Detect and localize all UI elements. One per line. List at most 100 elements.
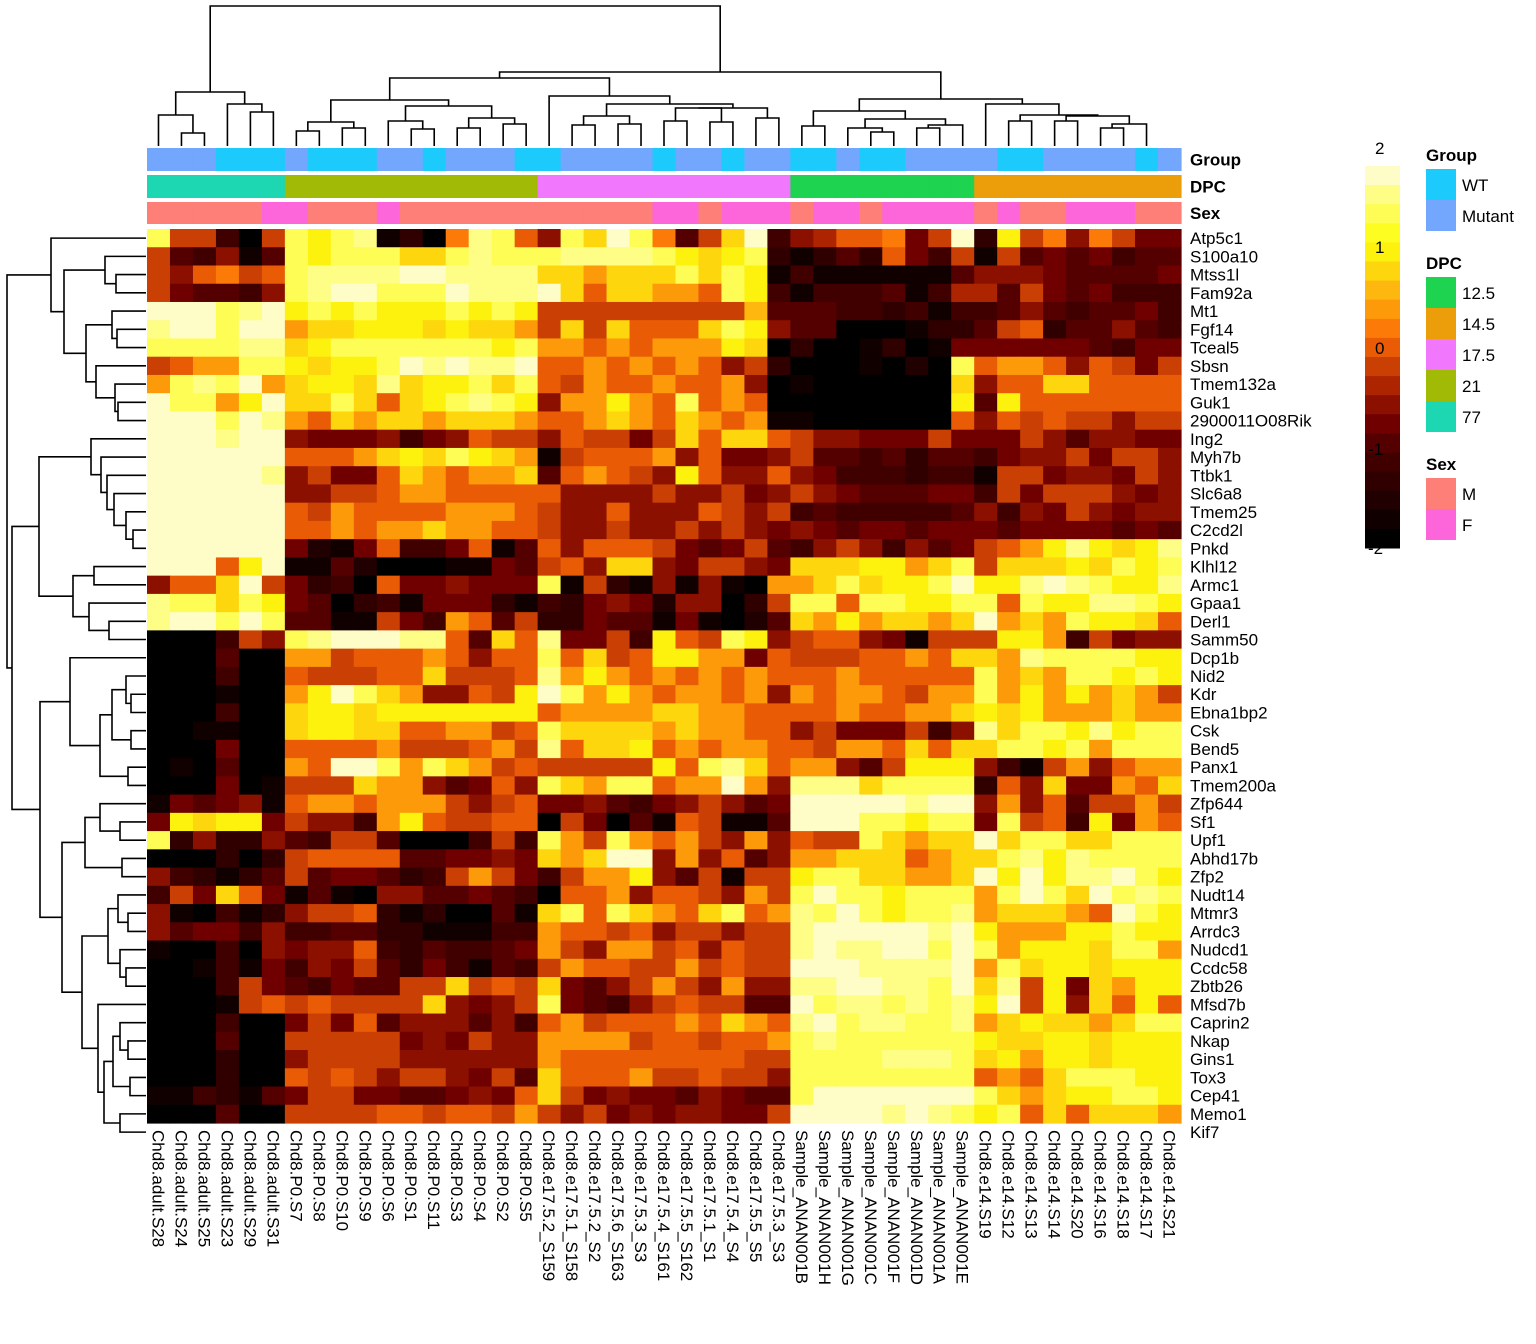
heatmap-cell: [537, 265, 562, 285]
heatmap-cell: [974, 703, 998, 723]
dendrogram-branch: [847, 127, 884, 146]
heatmap-cell: [491, 958, 516, 978]
heatmap-cell: [330, 812, 355, 832]
heatmap-cell: [560, 922, 585, 942]
heatmap-cell: [652, 958, 677, 978]
row-label: Zbtb26: [1190, 977, 1243, 996]
heatmap-cell: [1158, 320, 1182, 340]
heatmap-cell: [836, 1104, 860, 1124]
heatmap-cell: [1043, 612, 1067, 631]
heatmap-cell: [1112, 739, 1136, 759]
heatmap-cell: [491, 739, 516, 759]
heatmap-cell: [1043, 685, 1067, 704]
heatmap-cell: [1089, 557, 1113, 577]
heatmap-cell: [767, 1013, 791, 1033]
heatmap-cell: [1066, 812, 1090, 832]
heatmap-cell: [514, 867, 539, 887]
legend-swatch: [1426, 200, 1456, 231]
heatmap-cell: [560, 995, 585, 1015]
heatmap-cell: [169, 466, 194, 486]
heatmap-cell: [192, 1086, 217, 1106]
heatmap-cell: [192, 575, 217, 595]
heatmap-cell: [284, 1013, 309, 1033]
heatmap-cell: [1135, 539, 1159, 559]
heatmap-cell: [767, 831, 791, 850]
heatmap-cell: [997, 995, 1021, 1015]
heatmap-cell: [261, 229, 286, 248]
heatmap-cell: [1135, 904, 1159, 923]
column-label: Chd8.P0.S10: [332, 1130, 351, 1231]
heatmap-cell: [261, 812, 286, 832]
annotation-cell-dpc: [376, 175, 401, 198]
heatmap-cell: [468, 666, 493, 686]
heatmap-cell: [169, 849, 194, 869]
dendrogram-branch: [115, 273, 146, 294]
heatmap-cell: [514, 338, 539, 358]
heatmap-cell: [169, 283, 194, 303]
heatmap-cell: [147, 721, 171, 741]
heatmap-cell: [1066, 1068, 1090, 1088]
heatmap-cell: [192, 283, 217, 303]
heatmap-cell: [330, 265, 355, 285]
heatmap-cell: [399, 794, 424, 814]
annotation-cell-group: [261, 148, 286, 171]
heatmap-cell: [560, 502, 585, 522]
heatmap-cell: [744, 247, 768, 267]
heatmap-cell: [192, 265, 217, 285]
heatmap-cell: [284, 721, 309, 741]
heatmap-cell: [905, 411, 929, 431]
heatmap-cell: [560, 940, 585, 960]
heatmap-cell: [997, 1104, 1021, 1124]
annotation-cell-sex: [951, 202, 975, 224]
heatmap-cell: [468, 1068, 493, 1088]
heatmap-cell: [905, 958, 929, 978]
heatmap-cell: [928, 1013, 952, 1033]
heatmap-cell: [813, 922, 837, 942]
heatmap-cell: [629, 502, 654, 522]
heatmap-cell: [951, 1086, 975, 1106]
row-label: Mt1: [1190, 302, 1218, 321]
heatmap-cell: [261, 922, 286, 942]
heatmap-cell: [468, 429, 493, 449]
heatmap-cell: [560, 612, 585, 631]
heatmap-cell: [147, 612, 171, 631]
heatmap-cell: [445, 703, 470, 723]
heatmap-cell: [997, 685, 1021, 704]
heatmap-cell: [376, 958, 401, 978]
heatmap-cell: [491, 1086, 516, 1106]
heatmap-cell: [997, 557, 1021, 577]
heatmap-cell: [882, 685, 906, 704]
dendrogram-branch: [119, 821, 146, 842]
heatmap-cell: [169, 721, 194, 741]
heatmap-cell: [905, 539, 929, 559]
heatmap-cell: [698, 995, 723, 1015]
heatmap-cell: [560, 831, 585, 850]
heatmap-cell: [147, 374, 171, 394]
heatmap-cell: [767, 393, 791, 413]
annotation-cell-sex: [790, 202, 814, 224]
row-label: Caprin2: [1190, 1014, 1250, 1033]
heatmap-cell: [238, 922, 263, 942]
heatmap-cell: [744, 794, 768, 814]
heatmap-cell: [1112, 539, 1136, 559]
heatmap-cell: [675, 520, 700, 540]
heatmap-cell: [721, 739, 746, 759]
heatmap-cell: [330, 1086, 355, 1106]
heatmap-cell: [491, 1031, 516, 1051]
heatmap-cell: [698, 612, 723, 631]
heatmap-cell: [261, 557, 286, 577]
heatmap-cell: [491, 283, 516, 303]
heatmap-cell: [882, 648, 906, 668]
heatmap-cell: [997, 283, 1021, 303]
annotation-cell-dpc: [997, 175, 1021, 198]
heatmap-cell: [905, 685, 929, 704]
heatmap-cell: [813, 612, 837, 631]
heatmap-cell: [859, 301, 883, 321]
heatmap-cell: [813, 575, 837, 595]
heatmap-cell: [353, 1104, 378, 1124]
heatmap-cell: [813, 995, 837, 1015]
heatmap-cell: [353, 1031, 378, 1051]
heatmap-cell: [238, 520, 263, 540]
heatmap-cell: [1158, 593, 1182, 613]
heatmap-cell: [1158, 849, 1182, 869]
